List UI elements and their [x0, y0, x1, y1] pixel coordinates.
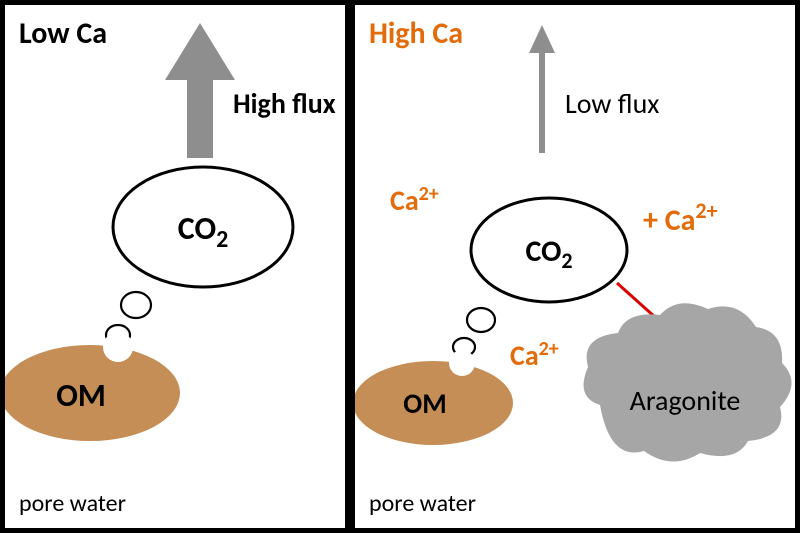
om-label-right: OM [403, 386, 446, 421]
om-label: OM [56, 376, 106, 415]
ca-label-1: Ca2+ [390, 182, 439, 218]
right-panel-svg: Low flux Ca2+ + Ca2+ CO2 [355, 5, 795, 528]
diagram-container: Low Ca High flux CO2 OM [0, 0, 800, 533]
plus-ca-label: + Ca2+ [643, 197, 718, 239]
small-bubble-r2 [467, 308, 495, 332]
left-pore-water: pore water [19, 489, 126, 518]
low-flux-label: Low flux [565, 86, 659, 121]
ca-label-2: Ca2+ [510, 337, 559, 373]
aragonite-label: Aragonite [630, 383, 741, 418]
small-bubble-2 [121, 292, 151, 318]
left-panel-svg: High flux CO2 OM [5, 5, 345, 528]
low-flux-arrow [529, 25, 555, 153]
high-flux-arrow [165, 23, 235, 158]
left-panel: Low Ca High flux CO2 OM [0, 0, 350, 533]
right-pore-water: pore water [369, 489, 476, 518]
right-panel: High Ca Low flux Ca2+ + Ca2+ CO2 [350, 0, 800, 533]
high-flux-label: High flux [233, 86, 336, 121]
